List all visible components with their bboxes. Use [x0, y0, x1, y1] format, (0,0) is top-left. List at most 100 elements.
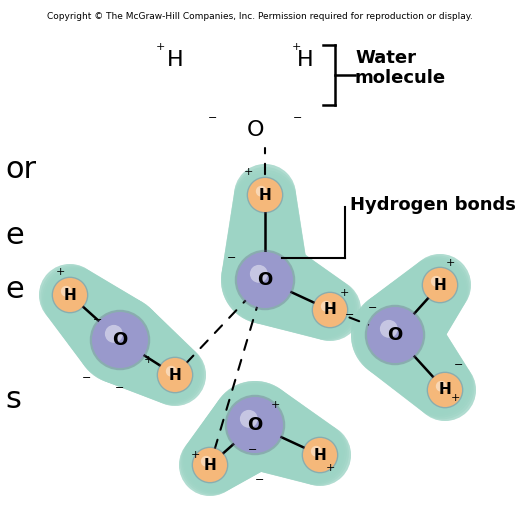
Circle shape — [249, 402, 324, 477]
Circle shape — [225, 216, 305, 296]
Circle shape — [100, 313, 179, 392]
Text: O: O — [246, 120, 264, 140]
Circle shape — [237, 252, 293, 308]
Circle shape — [111, 321, 186, 396]
Circle shape — [267, 412, 336, 481]
Circle shape — [221, 236, 309, 324]
Circle shape — [79, 298, 166, 385]
Circle shape — [411, 356, 475, 420]
Circle shape — [221, 236, 309, 324]
Circle shape — [380, 320, 398, 338]
Circle shape — [206, 389, 290, 473]
Circle shape — [92, 312, 148, 368]
Circle shape — [69, 290, 151, 373]
Circle shape — [125, 331, 194, 400]
Circle shape — [262, 259, 336, 333]
Circle shape — [90, 310, 150, 370]
Circle shape — [103, 315, 181, 393]
Circle shape — [230, 391, 311, 473]
Circle shape — [189, 417, 259, 487]
Circle shape — [389, 332, 461, 404]
Circle shape — [397, 262, 464, 329]
Circle shape — [246, 250, 326, 330]
Circle shape — [274, 415, 341, 482]
Circle shape — [187, 421, 255, 490]
Circle shape — [401, 345, 469, 412]
Circle shape — [194, 409, 269, 483]
Circle shape — [214, 383, 301, 470]
Text: +: + — [190, 450, 200, 460]
Circle shape — [399, 343, 467, 411]
Text: +: + — [326, 463, 335, 473]
Circle shape — [236, 395, 316, 474]
Circle shape — [184, 426, 250, 492]
Circle shape — [351, 291, 439, 379]
Text: −: − — [293, 253, 303, 263]
Circle shape — [404, 348, 470, 414]
Circle shape — [243, 248, 323, 329]
Circle shape — [183, 428, 248, 493]
Text: +: + — [340, 288, 349, 298]
Circle shape — [367, 307, 423, 363]
Circle shape — [405, 257, 469, 321]
Circle shape — [235, 250, 295, 310]
Circle shape — [76, 296, 164, 384]
Circle shape — [51, 274, 121, 344]
Circle shape — [87, 304, 171, 387]
Circle shape — [192, 447, 228, 483]
Circle shape — [362, 284, 446, 366]
Circle shape — [296, 277, 359, 340]
Circle shape — [353, 290, 440, 377]
Circle shape — [366, 307, 448, 389]
Circle shape — [230, 187, 300, 258]
Circle shape — [136, 338, 201, 403]
Circle shape — [200, 400, 278, 479]
Text: −: − — [368, 303, 378, 313]
Circle shape — [313, 293, 347, 327]
Text: H: H — [258, 188, 271, 202]
Circle shape — [233, 167, 296, 230]
Circle shape — [250, 265, 268, 283]
Circle shape — [120, 327, 191, 398]
Text: −: − — [255, 475, 265, 485]
Circle shape — [231, 178, 298, 246]
Circle shape — [321, 301, 332, 312]
Circle shape — [381, 272, 456, 346]
Circle shape — [255, 405, 328, 478]
Circle shape — [394, 337, 464, 408]
Circle shape — [44, 268, 109, 333]
Circle shape — [193, 448, 227, 482]
Circle shape — [271, 264, 342, 335]
Circle shape — [42, 267, 106, 331]
Circle shape — [66, 287, 146, 368]
Circle shape — [196, 406, 271, 482]
Circle shape — [407, 256, 470, 318]
Circle shape — [240, 246, 321, 328]
Circle shape — [228, 199, 302, 273]
Circle shape — [67, 288, 149, 370]
Circle shape — [426, 371, 463, 408]
Circle shape — [249, 251, 328, 330]
Circle shape — [252, 253, 330, 331]
Circle shape — [367, 281, 448, 361]
Text: H: H — [168, 367, 181, 383]
Circle shape — [55, 278, 129, 352]
Circle shape — [354, 294, 440, 381]
Circle shape — [351, 291, 439, 379]
Circle shape — [258, 257, 334, 332]
Circle shape — [293, 275, 357, 340]
Circle shape — [186, 424, 253, 491]
Circle shape — [166, 366, 177, 377]
Circle shape — [234, 164, 296, 226]
Circle shape — [287, 272, 353, 338]
Circle shape — [258, 407, 330, 479]
Text: e: e — [5, 221, 24, 249]
Circle shape — [51, 276, 88, 313]
Circle shape — [302, 436, 339, 473]
Circle shape — [54, 277, 126, 349]
Circle shape — [402, 259, 467, 323]
Circle shape — [274, 265, 344, 336]
Circle shape — [228, 196, 302, 269]
Circle shape — [264, 410, 334, 480]
Circle shape — [303, 438, 337, 472]
